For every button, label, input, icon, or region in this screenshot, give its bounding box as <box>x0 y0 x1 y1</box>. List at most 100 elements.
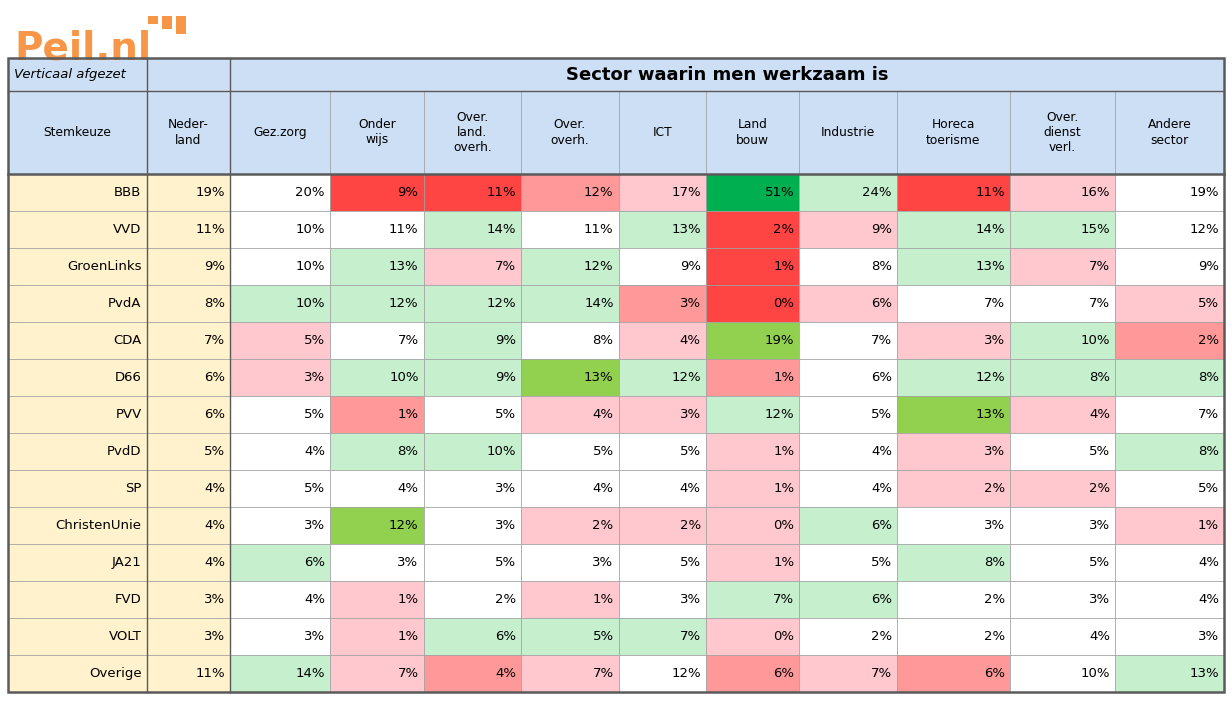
Bar <box>147 655 230 692</box>
Text: 4%: 4% <box>1089 408 1110 421</box>
Bar <box>1010 433 1115 470</box>
Text: 14%: 14% <box>584 297 614 310</box>
Bar <box>330 581 424 618</box>
Text: 13%: 13% <box>389 260 419 273</box>
Bar <box>147 507 230 544</box>
Bar <box>800 359 897 396</box>
Text: 7%: 7% <box>1089 297 1110 310</box>
Text: 8%: 8% <box>1198 445 1218 458</box>
Bar <box>800 470 897 507</box>
Text: 5%: 5% <box>1089 556 1110 569</box>
Bar <box>424 507 521 544</box>
Text: 19%: 19% <box>765 334 795 347</box>
Text: 10%: 10% <box>296 297 325 310</box>
Bar <box>330 618 424 655</box>
Text: PVV: PVV <box>116 408 142 421</box>
Text: 11%: 11% <box>487 186 516 199</box>
Text: 7%: 7% <box>1089 260 1110 273</box>
Bar <box>7 248 147 285</box>
Bar <box>424 359 521 396</box>
Bar <box>618 285 706 322</box>
Text: 2%: 2% <box>495 593 516 606</box>
Text: 5%: 5% <box>871 408 892 421</box>
Text: 15%: 15% <box>1080 223 1110 236</box>
Text: 3%: 3% <box>680 593 701 606</box>
Text: Andere
sector: Andere sector <box>1148 118 1191 147</box>
Bar <box>897 544 1010 581</box>
Text: 20%: 20% <box>296 186 325 199</box>
Text: 6%: 6% <box>871 371 892 384</box>
Bar <box>800 618 897 655</box>
Bar <box>521 618 618 655</box>
Text: 14%: 14% <box>976 223 1005 236</box>
Bar <box>1010 285 1115 322</box>
Text: 3%: 3% <box>593 556 614 569</box>
Text: Neder-
land: Neder- land <box>168 118 208 147</box>
Text: SP: SP <box>126 482 142 495</box>
Text: 4%: 4% <box>205 482 225 495</box>
Text: 9%: 9% <box>398 186 419 199</box>
Text: 11%: 11% <box>196 667 225 680</box>
Text: 4%: 4% <box>304 593 325 606</box>
Text: Stemkeuze: Stemkeuze <box>43 126 111 139</box>
Bar <box>897 396 1010 433</box>
Text: 10%: 10% <box>487 445 516 458</box>
Text: 11%: 11% <box>389 223 419 236</box>
Text: 19%: 19% <box>1190 186 1218 199</box>
Bar <box>330 655 424 692</box>
Text: 4%: 4% <box>205 556 225 569</box>
Bar <box>147 618 230 655</box>
Text: PvdD: PvdD <box>107 445 142 458</box>
Bar <box>424 618 521 655</box>
Text: Sector waarin men werkzaam is: Sector waarin men werkzaam is <box>565 65 888 83</box>
Text: 6%: 6% <box>871 593 892 606</box>
Bar <box>897 285 1010 322</box>
Bar <box>7 544 147 581</box>
Text: 3%: 3% <box>495 482 516 495</box>
Text: 3%: 3% <box>680 297 701 310</box>
Bar <box>618 248 706 285</box>
Bar <box>230 655 330 692</box>
Text: 3%: 3% <box>983 519 1005 532</box>
Text: 3%: 3% <box>304 371 325 384</box>
Text: 17%: 17% <box>671 186 701 199</box>
Bar <box>7 507 147 544</box>
Text: ICT: ICT <box>653 126 671 139</box>
Text: 19%: 19% <box>196 186 225 199</box>
Text: 6%: 6% <box>495 630 516 643</box>
Text: 4%: 4% <box>593 408 614 421</box>
Text: Horeca
toerisme: Horeca toerisme <box>926 118 981 147</box>
Bar <box>706 359 800 396</box>
Text: 4%: 4% <box>680 482 701 495</box>
Text: 16%: 16% <box>1080 186 1110 199</box>
Bar <box>1115 248 1225 285</box>
Bar <box>147 91 230 174</box>
Text: 10%: 10% <box>296 260 325 273</box>
Bar <box>424 211 521 248</box>
Bar <box>161 16 172 29</box>
Bar <box>330 396 424 433</box>
Bar <box>1010 470 1115 507</box>
Bar <box>147 211 230 248</box>
Text: 8%: 8% <box>398 445 419 458</box>
Bar <box>330 285 424 322</box>
Bar <box>1010 359 1115 396</box>
Bar <box>330 211 424 248</box>
Text: 4%: 4% <box>871 482 892 495</box>
Bar <box>230 470 330 507</box>
Text: 4%: 4% <box>495 667 516 680</box>
Bar <box>176 16 186 34</box>
Bar <box>521 91 618 174</box>
Bar <box>1115 544 1225 581</box>
Bar <box>706 581 800 618</box>
Bar <box>521 396 618 433</box>
Bar <box>230 507 330 544</box>
Bar <box>897 359 1010 396</box>
Bar <box>230 174 330 211</box>
Text: Onder
wijs: Onder wijs <box>359 118 395 147</box>
Bar <box>7 433 147 470</box>
Bar <box>230 396 330 433</box>
Text: 7%: 7% <box>871 667 892 680</box>
Bar <box>1115 655 1225 692</box>
Text: 4%: 4% <box>398 482 419 495</box>
